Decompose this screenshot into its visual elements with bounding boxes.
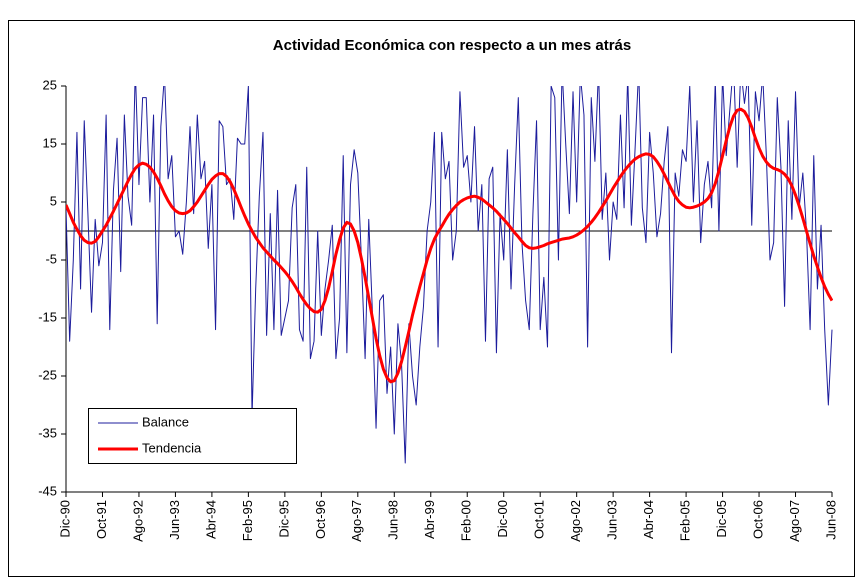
y-tick-label: 15 bbox=[43, 135, 57, 150]
x-tick-label: Jun-98 bbox=[386, 500, 401, 540]
line-series bbox=[66, 86, 833, 464]
x-tick-label: Oct-06 bbox=[750, 500, 765, 539]
x-tick-label: Jun-93 bbox=[167, 500, 182, 540]
x-tick-label: Feb-95 bbox=[240, 500, 255, 541]
x-tick-label: Jun-03 bbox=[605, 500, 620, 540]
y-tick-label: -15 bbox=[38, 309, 57, 324]
x-tick-label: Ago-07 bbox=[787, 500, 802, 542]
x-tick-label: Dic-05 bbox=[714, 500, 729, 538]
legend-box bbox=[88, 408, 297, 464]
x-tick-label: Feb-05 bbox=[678, 500, 693, 541]
legend-label: Balance bbox=[142, 414, 189, 429]
x-tick-label: Dic-90 bbox=[57, 500, 72, 538]
y-tick-label: 5 bbox=[50, 193, 57, 208]
x-tick-label: Dic-95 bbox=[276, 500, 291, 538]
x-tick-label: Jun-08 bbox=[823, 500, 838, 540]
x-tick-label: Dic-00 bbox=[495, 500, 510, 538]
x-tick-label: Ago-92 bbox=[130, 500, 145, 542]
y-tick-label: -5 bbox=[45, 251, 57, 266]
legend-label: Tendencia bbox=[142, 440, 202, 455]
x-tick-label: Abr-94 bbox=[203, 500, 218, 539]
x-tick-label: Oct-91 bbox=[94, 500, 109, 539]
x-tick-label: Oct-96 bbox=[313, 500, 328, 539]
x-tick-label: Abr-99 bbox=[422, 500, 437, 539]
x-tick-label: Oct-01 bbox=[532, 500, 547, 539]
line-series bbox=[66, 107, 833, 384]
chart-title: Actividad Económica con respecto a un me… bbox=[273, 37, 631, 54]
y-tick-label: -45 bbox=[38, 483, 57, 498]
x-tick-label: Feb-00 bbox=[459, 500, 474, 541]
x-tick-label: Abr-04 bbox=[641, 500, 656, 539]
y-tick-label: -25 bbox=[38, 367, 57, 382]
plot-area bbox=[66, 86, 833, 464]
x-tick-label: Ago-97 bbox=[349, 500, 364, 542]
y-tick-label: 25 bbox=[43, 77, 57, 92]
y-tick-label: -35 bbox=[38, 425, 57, 440]
x-tick-label: Ago-02 bbox=[568, 500, 583, 542]
